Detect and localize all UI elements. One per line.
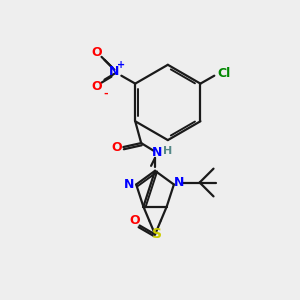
Text: N: N bbox=[174, 176, 184, 189]
Text: O: O bbox=[91, 46, 102, 59]
Text: N: N bbox=[152, 146, 162, 160]
Text: O: O bbox=[111, 140, 122, 154]
Text: -: - bbox=[103, 88, 108, 98]
Text: N: N bbox=[109, 65, 120, 78]
Text: O: O bbox=[91, 80, 102, 93]
Text: O: O bbox=[129, 214, 140, 227]
Text: S: S bbox=[152, 227, 162, 242]
Text: H: H bbox=[163, 146, 172, 156]
Text: N: N bbox=[124, 178, 134, 191]
Text: +: + bbox=[117, 60, 125, 70]
Text: Cl: Cl bbox=[218, 67, 231, 80]
